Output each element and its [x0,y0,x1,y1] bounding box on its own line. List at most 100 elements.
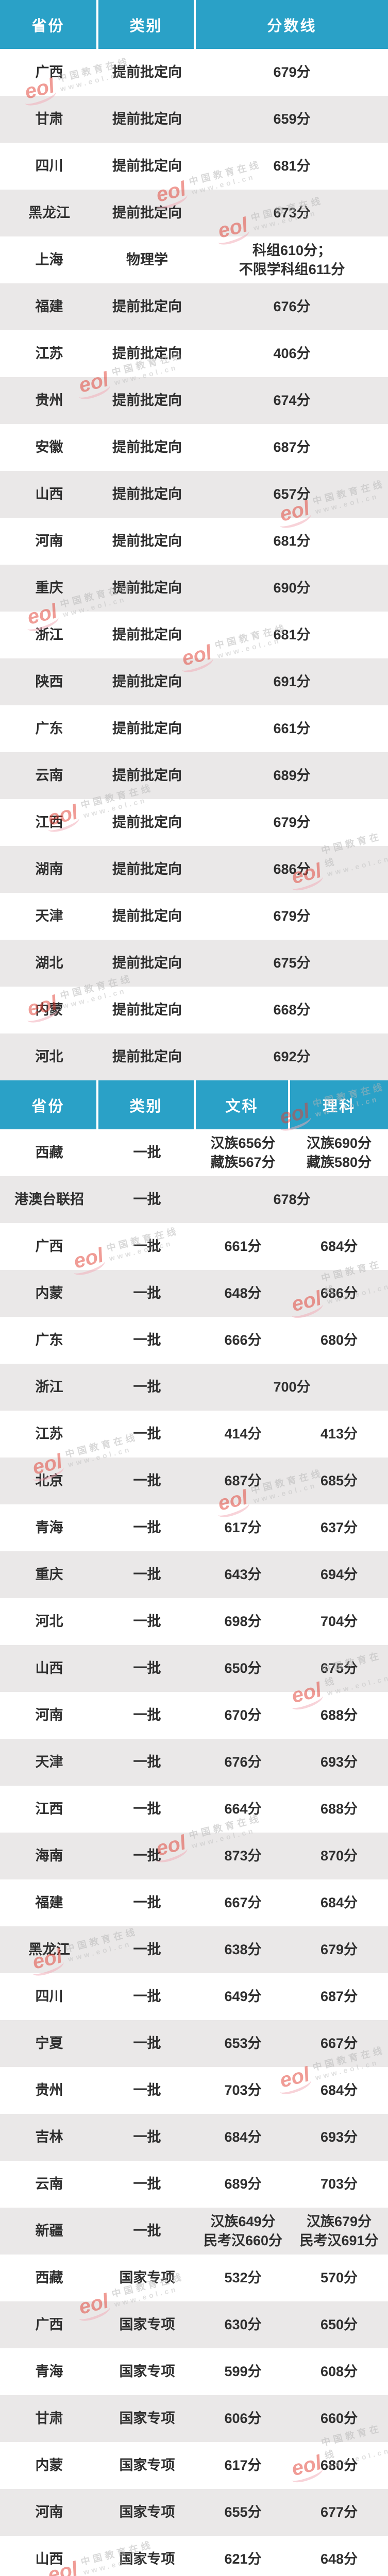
cell-category: 一批 [133,1848,161,1864]
cell-province: 北京 [35,1473,63,1489]
cell-province: 河南 [35,1707,63,1723]
cell-province: 吉林 [35,2129,63,2145]
cell-province: 内蒙 [35,1285,63,1301]
table-row: 天津 提前批定向 679分 [0,893,388,940]
cell-score-science: 650分 [320,2317,358,2333]
table-body: 西藏 一批 汉族656分 藏族567分 汉族690分 藏族580分 港澳台联招 一批 678… [0,1129,388,2576]
cell-score: 691分 [273,674,311,690]
cell-province: 福建 [35,1895,63,1911]
cell-category: 物理学 [126,252,168,268]
table-row: 上海 物理学 科组610分； 不限学科组611分 [0,236,388,283]
table-row: 贵州 一批 703分 684分 [0,2067,388,2114]
cell-category: 国家专项 [119,2504,175,2520]
cell-score-science: 680分 [320,2458,358,2473]
cell-province: 河北 [35,1049,63,1065]
cell-province: 四川 [35,158,63,174]
table-row: 重庆 一批 643分 694分 [0,1551,388,1598]
cell-score-science: 413分 [320,1426,358,1442]
cell-score-science: 660分 [320,2411,358,2427]
cell-category: 提前批定向 [112,1002,182,1018]
cell-province: 贵州 [35,393,63,409]
cell-score-arts: 700分 [273,1379,311,1395]
cell-score-arts: 621分 [224,2551,262,2567]
table-row: 新疆 一批 汉族649分 民考汉660分 汉族679分 民考汉691分 [0,2208,388,2255]
cell-score-arts: 648分 [224,1285,262,1301]
cell-province: 黑龙江 [28,205,70,221]
cell-province: 江苏 [35,1426,63,1442]
header-arts: 文科 [196,1080,290,1129]
cell-province: 西藏 [35,2270,63,2286]
cell-score-science: 687分 [320,1989,358,2005]
cell-province: 上海 [35,252,63,268]
cell-category: 一批 [133,1192,161,1208]
cell-category: 提前批定向 [112,205,182,221]
cell-score-science: 680分 [320,1332,358,1348]
cell-category: 国家专项 [119,2364,175,2380]
cell-province: 天津 [35,1754,63,1770]
cell-province: 广东 [35,721,63,737]
cell-province: 海南 [35,1848,63,1864]
cell-category: 一批 [133,1660,161,1676]
table-row: 浙江 提前批定向 681分 [0,612,388,658]
table-row: 广西 一批 661分 684分 [0,1223,388,1270]
cell-score: 689分 [273,768,311,784]
cell-score-science: 686分 [320,1285,358,1301]
header-category: 类别 [98,1080,196,1129]
table-row: 内蒙 国家专项 617分 680分 [0,2442,388,2489]
table-row: 四川 一批 649分 687分 [0,1973,388,2020]
cell-category: 提前批定向 [112,955,182,971]
cell-score: 690分 [273,580,311,596]
cell-category: 一批 [133,1801,161,1817]
cell-score-arts: 532分 [224,2270,262,2286]
cell-score-science: 684分 [320,2082,358,2098]
cell-province: 广西 [35,2317,63,2333]
table-row: 广东 一批 666分 680分 [0,1317,388,1364]
cell-category: 一批 [133,1239,161,1255]
table-row: 贵州 提前批定向 674分 [0,377,388,424]
cell-score-science: 685分 [320,1473,358,1489]
cell-score: 692分 [273,1049,311,1065]
table-row: 西藏 一批 汉族656分 藏族567分 汉族690分 藏族580分 [0,1129,388,1176]
cell-score-arts: 414分 [224,1426,262,1442]
cell-province: 山西 [35,2551,63,2567]
cell-category: 一批 [133,1426,161,1442]
cell-category: 提前批定向 [112,768,182,784]
cell-category: 提前批定向 [112,1049,182,1065]
cell-province: 贵州 [35,2082,63,2098]
cell-score-arts: 汉族649分 民考汉660分 [203,2214,283,2248]
cell-score: 687分 [273,439,311,455]
cell-category: 一批 [133,1332,161,1348]
cell-category: 提前批定向 [112,439,182,455]
cell-province: 湖南 [35,861,63,877]
cell-score: 681分 [273,158,311,174]
cell-score-science: 608分 [320,2364,358,2380]
cell-province: 河南 [35,533,63,549]
table-row: 甘肃 国家专项 606分 660分 [0,2395,388,2442]
cell-score-arts: 650分 [224,1660,262,1676]
cell-category: 一批 [133,1989,161,2005]
cell-province: 浙江 [35,627,63,643]
header-science: 理科 [322,1098,356,1115]
table-row: 安徽 提前批定向 687分 [0,424,388,471]
cell-score: 679分 [273,815,311,831]
cell-score-arts: 599分 [224,2364,262,2380]
table-row: 山西 一批 650分 675分 [0,1645,388,1692]
cell-score-science: 684分 [320,1239,358,1255]
cell-category: 国家专项 [119,2317,175,2333]
table-row: 云南 一批 689分 703分 [0,2161,388,2208]
cell-score: 674分 [273,393,311,409]
table-row: 江西 提前批定向 679分 [0,799,388,846]
cell-category: 一批 [133,1614,161,1630]
cell-score-science: 648分 [320,2551,358,2567]
cell-score: 681分 [273,533,311,549]
cell-category: 一批 [133,1895,161,1911]
cell-score-arts: 649分 [224,1989,262,2005]
cell-score-science: 703分 [320,2176,358,2192]
table-row: 福建 一批 667分 684分 [0,1879,388,1926]
cell-score-arts: 703分 [224,2082,262,2098]
table-row: 青海 国家专项 599分 608分 [0,2348,388,2395]
table-row: 河北 一批 698分 704分 [0,1598,388,1645]
cell-province: 安徽 [35,439,63,455]
cell-score-arts: 655分 [224,2504,262,2520]
cell-score-arts: 643分 [224,1567,262,1583]
